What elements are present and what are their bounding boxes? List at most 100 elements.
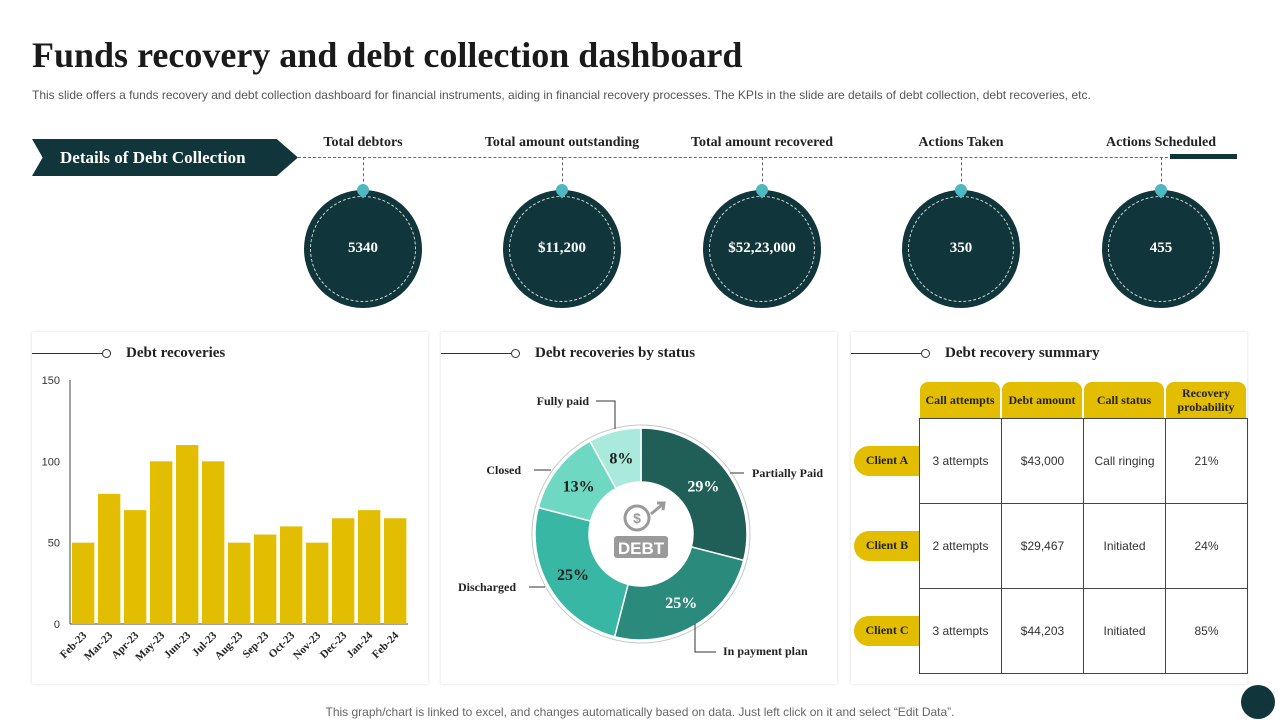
kpi-connector xyxy=(1161,157,1162,187)
page-subtitle: This slide offers a funds recovery and d… xyxy=(32,88,1091,102)
panel-title: Debt recoveries by status xyxy=(535,345,696,361)
panel-header-dot xyxy=(102,349,111,358)
kpi-circle: 350 xyxy=(902,190,1020,308)
bar xyxy=(202,461,225,624)
slice-category-label: In payment plan xyxy=(723,644,808,658)
donut-slice xyxy=(613,546,745,641)
bar xyxy=(72,542,95,624)
coin-icon xyxy=(623,504,651,532)
debt-icon: $ DEBT xyxy=(591,484,691,584)
kpi-value: 5340 xyxy=(348,240,378,256)
bar xyxy=(150,461,173,624)
slice-percent-label: 25% xyxy=(557,567,589,584)
y-tick-label: 50 xyxy=(48,538,60,550)
table-column-header: Recovery probability xyxy=(1166,382,1246,418)
y-tick-label: 150 xyxy=(42,375,60,387)
slice-category-label: Partially Paid xyxy=(752,466,823,480)
dollar-icon: $ xyxy=(633,510,641,526)
arrow-up-icon xyxy=(650,501,666,516)
panel-header-line xyxy=(32,353,102,354)
slice-percent-label: 13% xyxy=(563,479,595,496)
slice-percent-label: 25% xyxy=(665,595,697,612)
donut-slice xyxy=(534,506,629,638)
x-tick-label: May-23 xyxy=(133,629,167,663)
debt-icon-plate xyxy=(614,536,668,558)
client-label: Client C xyxy=(854,615,920,646)
kpi-connector xyxy=(562,157,563,187)
kpi-label: Total amount recovered xyxy=(690,135,834,150)
callout-line xyxy=(596,400,616,429)
kpi-label: Total debtors xyxy=(323,135,403,150)
kpi-connector xyxy=(762,157,763,187)
y-tick-label: 0 xyxy=(54,619,60,631)
corner-decoration xyxy=(1241,685,1275,719)
x-tick-label: Sep-23 xyxy=(240,629,271,660)
debt-icon-text: DEBT xyxy=(618,539,665,558)
debt-recoveries-panel: Debt recoveries 0 50 100 150 Feb-23 Mar-23 Apr… xyxy=(32,332,428,684)
table-cell: 24% xyxy=(1165,503,1248,589)
x-tick-label: Aug-23 xyxy=(213,629,246,662)
table-column-header: Call attempts xyxy=(920,382,1000,418)
table-cell: $44,203 xyxy=(1001,588,1084,674)
kpi-label: Total amount outstanding xyxy=(484,135,640,150)
bar xyxy=(228,542,251,624)
kpi-value: 455 xyxy=(1149,240,1173,256)
kpi-connector-line xyxy=(298,157,1233,158)
kpi-label: Actions Taken xyxy=(918,135,1004,150)
debt-icon-bg xyxy=(591,484,691,584)
kpi-value: 350 xyxy=(949,240,973,256)
debt-status-panel: Debt recoveries by status 29% 25% 25% 13% 8%… xyxy=(441,332,837,684)
panel-header-dot xyxy=(511,349,520,358)
table-cell: 85% xyxy=(1165,588,1248,674)
donut-outline xyxy=(531,424,751,644)
panel-header-line xyxy=(851,353,921,354)
client-label: Client A xyxy=(854,445,920,476)
slice-percent-label: 29% xyxy=(687,479,719,496)
page-title: Funds recovery and debt collection dashb… xyxy=(32,35,743,75)
kpi-connector xyxy=(363,157,364,187)
table-column-header: Call status xyxy=(1084,382,1164,418)
table-cell: 3 attempts xyxy=(919,588,1002,674)
table-cell: $29,467 xyxy=(1001,503,1084,589)
kpi-circle: 5340 xyxy=(304,190,422,308)
bar xyxy=(280,526,303,624)
x-tick-label: Dec-23 xyxy=(318,629,350,661)
slice-category-label: Fully paid xyxy=(537,394,590,408)
table-cell: 21% xyxy=(1165,418,1248,504)
kpi-label: Actions Scheduled xyxy=(1105,135,1217,150)
slice-category-label: Closed xyxy=(486,463,521,477)
debt-summary-panel: Debt recovery summary Call attempts Debt … xyxy=(851,332,1248,684)
bar xyxy=(358,510,381,624)
kpi-value: $11,200 xyxy=(538,240,586,256)
x-tick-label: Jan-24 xyxy=(344,629,375,660)
table-cell: $43,000 xyxy=(1001,418,1084,504)
donut-slice xyxy=(588,427,642,490)
kpi-value: $52,23,000 xyxy=(728,240,796,256)
x-tick-label: Feb-24 xyxy=(370,629,402,661)
client-label: Client B xyxy=(854,530,920,561)
panel-title: Debt recovery summary xyxy=(945,345,1100,361)
kpi-connector xyxy=(961,157,962,187)
bar xyxy=(176,445,199,624)
bar-chart: 050100150Feb-23Mar-23Apr-23May-23Jun-23J… xyxy=(42,375,408,664)
slice-percent-label: 8% xyxy=(609,450,633,467)
x-tick-label: Mar-23 xyxy=(82,629,116,663)
bar xyxy=(332,518,355,624)
panel-header-dot xyxy=(921,349,930,358)
donut-chart: 29% 25% 25% 13% 8% Partially Paid In payment p… xyxy=(458,394,823,658)
table-cell: 3 attempts xyxy=(919,418,1002,504)
table-cell: Initiated xyxy=(1083,503,1166,589)
table-cell: 2 attempts xyxy=(919,503,1002,589)
footer-note: This graph/chart is linked to excel, and… xyxy=(325,705,955,719)
bar xyxy=(306,542,329,624)
panel-header-line xyxy=(441,353,511,354)
x-tick-label: Jun-23 xyxy=(162,629,194,661)
slice-category-label: Discharged xyxy=(458,580,516,594)
bar xyxy=(254,534,277,624)
x-tick-label: Nov-23 xyxy=(291,629,324,662)
y-tick-label: 100 xyxy=(42,456,60,468)
panel-title: Debt recoveries xyxy=(126,345,226,361)
table-column-header: Debt amount xyxy=(1002,382,1082,418)
table-cell: Initiated xyxy=(1083,588,1166,674)
kpi-circle: $52,23,000 xyxy=(703,190,821,308)
